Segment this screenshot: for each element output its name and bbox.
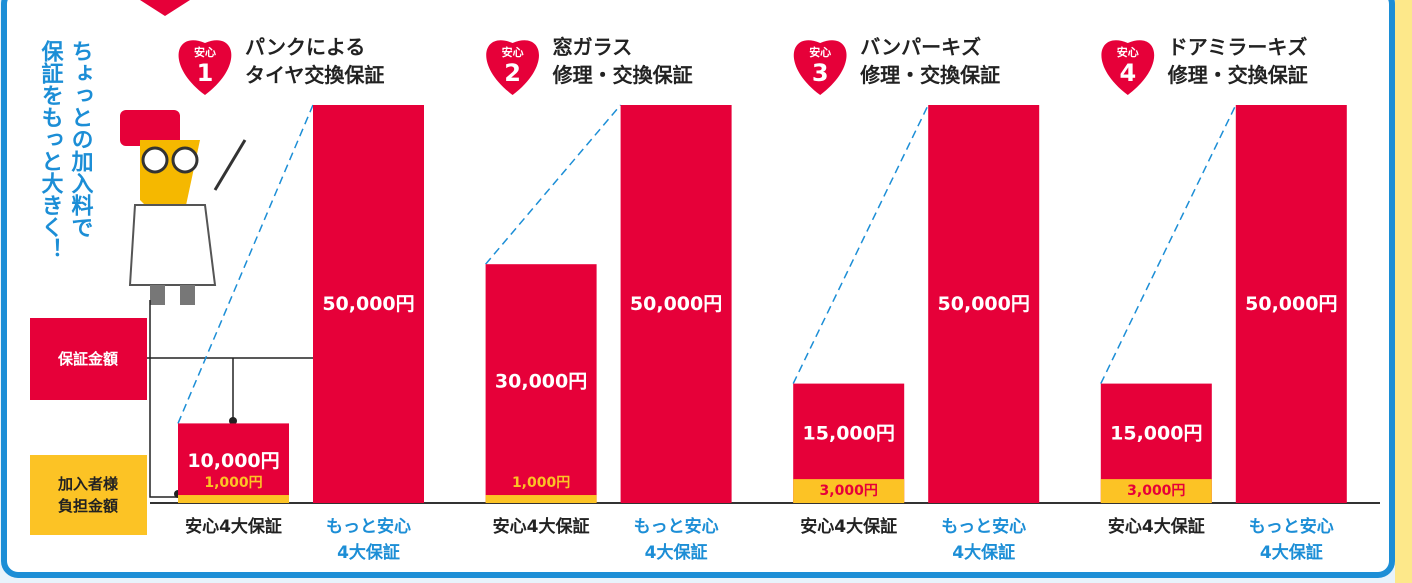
burden-label: 3,000円 — [820, 483, 878, 499]
badge-label: 安心 — [809, 45, 831, 59]
badge-number: 4 — [1119, 59, 1136, 87]
guarantee-label: 50,000円 — [1245, 293, 1337, 315]
guarantee-label: 15,000円 — [803, 422, 895, 444]
category-label: 安心4大保証 — [185, 516, 282, 537]
chart: ちょっとの加入料で保証をもっと大きく！ 保証金額 加入者様負担金額 安心1パンク… — [0, 0, 1412, 583]
category-label: 安心4大保証 — [800, 516, 897, 537]
guarantee-label: 50,000円 — [322, 293, 414, 315]
burden-bar — [178, 495, 289, 503]
guarantee-label: 10,000円 — [187, 450, 279, 472]
guarantee-label: 50,000円 — [630, 293, 722, 315]
burden-label: 1,000円 — [512, 475, 570, 491]
legend-burden-box — [30, 455, 147, 535]
badge-label: 安心 — [502, 45, 524, 59]
legend-guarantee: 保証金額 — [57, 350, 118, 368]
badge-number: 2 — [504, 59, 521, 87]
page: ちょっとの加入料で保証をもっと大きく！ 保証金額 加入者様負担金額 安心1パンク… — [0, 0, 1412, 583]
guarantee-label: 30,000円 — [495, 370, 587, 392]
badge-number: 1 — [197, 59, 214, 87]
guarantee-label: 15,000円 — [1110, 422, 1202, 444]
burden-label: 1,000円 — [204, 475, 262, 491]
badge-label: 安心 — [194, 45, 216, 59]
burden-label: 3,000円 — [1127, 483, 1185, 499]
guarantee-label: 50,000円 — [938, 293, 1030, 315]
badge-number: 3 — [812, 59, 829, 87]
burden-bar — [486, 495, 597, 503]
category-label: 安心4大保証 — [1108, 516, 1205, 537]
badge-label: 安心 — [1117, 45, 1139, 59]
side-stripe — [1395, 0, 1412, 583]
category-label: 安心4大保証 — [493, 516, 590, 537]
